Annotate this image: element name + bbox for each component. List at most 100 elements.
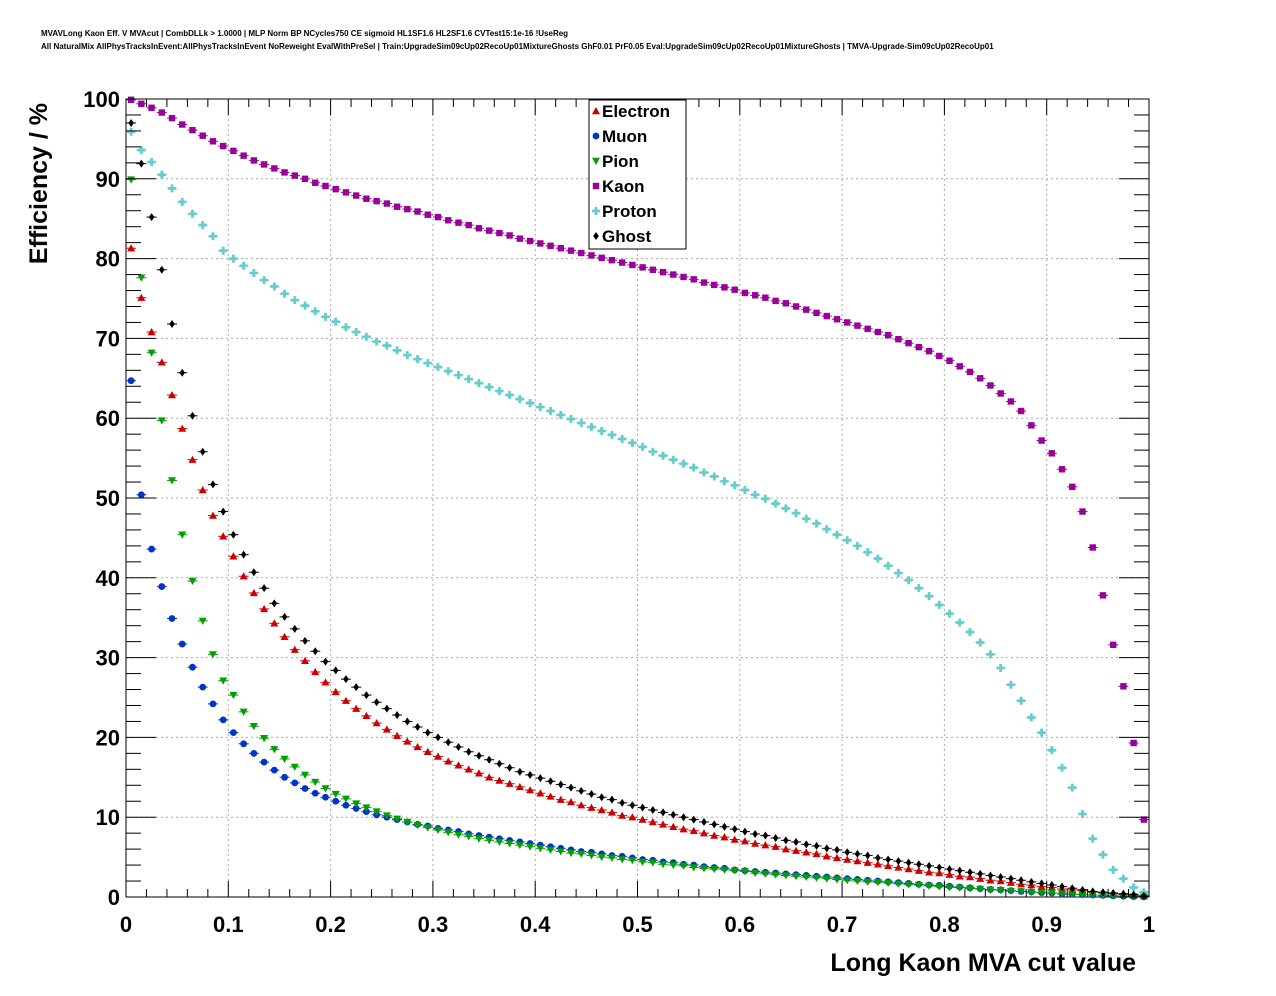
data-point	[925, 347, 933, 355]
data-point	[526, 843, 535, 851]
data-point	[291, 624, 298, 633]
data-point	[843, 855, 852, 863]
x-axis-title: Long Kaon MVA cut value	[830, 949, 1136, 977]
data-point	[956, 363, 963, 370]
data-point	[291, 172, 298, 179]
data-point	[699, 829, 708, 837]
data-point	[556, 848, 565, 856]
data-point	[127, 176, 136, 184]
data-point	[894, 863, 903, 871]
data-point	[782, 300, 790, 307]
data-point	[699, 865, 708, 873]
data-point	[290, 296, 299, 305]
data-point	[413, 821, 422, 830]
data-point	[793, 837, 799, 846]
data-point	[1110, 889, 1116, 898]
data-point	[148, 213, 155, 222]
data-point	[577, 850, 586, 858]
data-point	[1058, 890, 1067, 898]
data-point	[352, 328, 361, 337]
data-point	[1027, 713, 1036, 722]
data-point	[986, 876, 995, 884]
data-point	[904, 881, 913, 889]
data-point	[936, 863, 943, 872]
data-point	[537, 240, 544, 247]
data-point	[618, 811, 627, 819]
data-point	[1078, 810, 1087, 819]
data-point	[515, 841, 524, 850]
data-point	[271, 165, 278, 172]
data-point	[321, 678, 330, 686]
data-point	[721, 284, 728, 291]
data-point	[812, 849, 821, 858]
data-point	[394, 711, 400, 720]
data-point	[905, 858, 912, 867]
data-point	[1079, 508, 1086, 515]
data-point	[536, 789, 545, 797]
data-point	[240, 740, 248, 748]
data-point	[281, 612, 288, 621]
data-point	[455, 219, 462, 226]
data-point	[393, 731, 402, 740]
data-point	[280, 289, 289, 298]
data-point	[352, 192, 360, 199]
data-point	[955, 618, 964, 627]
data-point	[384, 704, 390, 713]
data-point	[157, 358, 166, 366]
data-point	[884, 332, 892, 339]
data-point	[761, 870, 770, 878]
data-point	[935, 600, 944, 609]
data-point	[168, 184, 177, 193]
data-point	[239, 572, 248, 580]
data-point	[762, 294, 769, 301]
data-point	[945, 870, 954, 878]
data-point	[618, 434, 627, 443]
data-point	[607, 430, 616, 439]
data-point	[178, 424, 187, 432]
data-point	[659, 268, 667, 276]
data-point	[1129, 883, 1138, 892]
data-point	[230, 729, 237, 737]
y-tick-label: 10	[96, 805, 120, 830]
data-point	[229, 254, 238, 263]
data-point	[403, 351, 412, 360]
data-point	[639, 264, 646, 271]
data-point	[618, 856, 627, 864]
data-point	[179, 368, 186, 377]
data-point	[965, 873, 974, 881]
data-point	[251, 568, 257, 577]
data-point	[597, 426, 606, 435]
data-point	[1059, 882, 1065, 891]
data-point	[168, 615, 176, 622]
data-point	[1099, 592, 1107, 599]
data-point	[567, 247, 575, 254]
data-point	[516, 235, 524, 242]
data-point	[331, 687, 340, 696]
data-point	[249, 268, 258, 277]
data-point	[660, 808, 666, 817]
data-point	[669, 861, 678, 870]
data-point	[382, 341, 391, 350]
data-point	[945, 609, 954, 618]
data-point	[148, 545, 155, 553]
data-point	[158, 109, 166, 116]
data-point	[731, 286, 738, 293]
data-point	[711, 281, 718, 289]
data-point	[280, 755, 289, 763]
data-point	[445, 738, 452, 747]
data-point	[609, 795, 615, 804]
data-point	[311, 778, 320, 787]
data-point	[485, 227, 493, 234]
data-point	[873, 879, 882, 887]
data-point	[239, 708, 248, 716]
data-point	[844, 319, 851, 326]
title-line-1: MVAVLong Kaon Eff. V MVAcut | CombDLLk >…	[41, 29, 569, 38]
data-point	[515, 782, 524, 791]
data-point	[454, 831, 463, 839]
data-point	[955, 884, 964, 892]
data-point	[946, 357, 953, 364]
data-point	[914, 881, 923, 890]
data-point	[771, 499, 780, 508]
data-point	[178, 640, 186, 648]
data-point	[1006, 887, 1015, 896]
